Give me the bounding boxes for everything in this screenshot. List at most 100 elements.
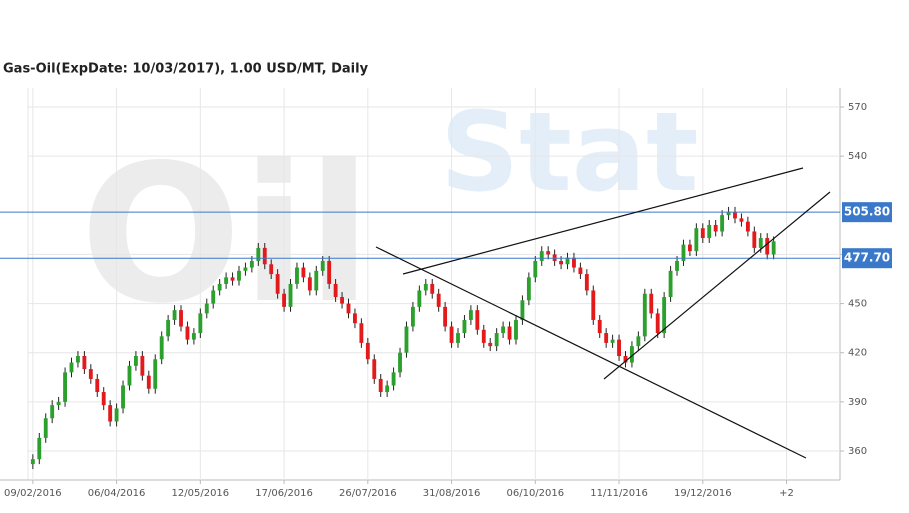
x-tick-label: 09/02/2016 xyxy=(4,488,62,499)
y-tick-label: 450 xyxy=(848,299,867,310)
candle-body xyxy=(398,352,402,373)
candle-body xyxy=(76,355,80,363)
candle-body xyxy=(101,392,106,406)
price-label: 505.80 xyxy=(844,205,890,219)
candle-body xyxy=(687,244,692,252)
candle-body xyxy=(655,313,660,334)
y-tick-label: 540 xyxy=(848,151,867,162)
x-tick-label: +2 xyxy=(779,488,794,499)
price-label: 477.70 xyxy=(844,251,890,265)
candle-body xyxy=(82,355,87,370)
candle-body xyxy=(559,260,564,265)
candle-body xyxy=(636,336,641,347)
candle-body xyxy=(649,293,654,314)
candle-body xyxy=(520,300,525,320)
candle-body xyxy=(436,293,441,307)
watermark-text: Stat xyxy=(440,88,699,216)
x-tick-label: 06/04/2016 xyxy=(88,488,146,499)
candle-body xyxy=(108,405,113,422)
candle-body xyxy=(700,228,705,239)
candle-body xyxy=(720,215,725,232)
candle-body xyxy=(713,224,718,232)
candle-body xyxy=(668,270,673,298)
candle-body xyxy=(468,310,473,320)
candle-body xyxy=(662,297,667,334)
candle-body xyxy=(533,260,538,278)
candle-body xyxy=(88,369,93,379)
trend-lines xyxy=(375,167,831,459)
watermark: Oil Stat xyxy=(80,88,699,345)
candle-body xyxy=(378,378,383,393)
candle-body xyxy=(739,218,744,222)
candle-body xyxy=(340,297,344,304)
candle-body xyxy=(623,355,628,363)
candle-body xyxy=(63,372,67,402)
candle-body xyxy=(224,277,229,284)
candle-body xyxy=(301,267,306,278)
candle-body xyxy=(230,277,235,281)
candle-body xyxy=(610,339,615,343)
candle-body xyxy=(494,333,499,347)
x-tick-label: 31/08/2016 xyxy=(423,488,481,499)
candle-body xyxy=(269,264,274,275)
candle-body xyxy=(353,313,357,324)
y-tick-label: 420 xyxy=(848,348,867,359)
candle-body xyxy=(204,303,209,314)
trend-line xyxy=(402,167,804,275)
candle-body xyxy=(217,283,222,291)
candle-body xyxy=(617,339,621,356)
candle-body xyxy=(185,326,190,340)
candle-body xyxy=(591,290,596,320)
candle-body xyxy=(262,247,267,265)
candle-body xyxy=(127,365,132,386)
candle-body xyxy=(37,437,42,460)
candle-body xyxy=(307,277,312,291)
candle-body xyxy=(410,306,415,327)
candle-body xyxy=(166,319,171,337)
watermark-text: Oil xyxy=(80,124,372,345)
candle-body xyxy=(275,274,280,294)
candle-body xyxy=(449,326,454,343)
candle-body xyxy=(320,260,325,271)
candle-body xyxy=(140,355,145,376)
candle-body xyxy=(69,362,74,373)
candle-body xyxy=(179,310,183,327)
candle-body xyxy=(237,270,241,281)
candle-body xyxy=(133,355,138,366)
candle-body xyxy=(121,385,125,409)
candle-body xyxy=(391,372,396,386)
candle-body xyxy=(359,323,364,343)
candle-body xyxy=(501,326,506,334)
candle-body xyxy=(481,329,486,343)
candle-body xyxy=(758,238,763,248)
candle-body xyxy=(604,333,609,343)
y-tick-label: 360 xyxy=(848,446,867,457)
candle-body xyxy=(153,359,158,389)
candle-body xyxy=(443,306,448,327)
candle-body xyxy=(198,313,203,334)
candle-body xyxy=(333,283,338,298)
candle-body xyxy=(243,267,248,271)
trend-line xyxy=(603,191,831,380)
candle-body xyxy=(50,405,55,419)
candle-body xyxy=(526,277,531,301)
x-tick-label: 26/07/2016 xyxy=(339,488,397,499)
candle-body xyxy=(456,333,460,343)
candle-body xyxy=(539,251,544,261)
candle-body xyxy=(114,408,119,422)
x-tick-label: 11/11/2016 xyxy=(590,488,648,499)
candle-body xyxy=(282,293,287,307)
candle-body xyxy=(288,283,293,307)
candle-body xyxy=(95,378,100,393)
y-tick-label: 570 xyxy=(848,102,867,113)
candle-body xyxy=(346,303,351,314)
candle-body xyxy=(765,238,770,255)
candle-body xyxy=(327,260,332,284)
candle-body xyxy=(771,241,776,255)
candle-body xyxy=(488,342,493,347)
candle-body xyxy=(43,418,48,438)
candle-body xyxy=(159,336,164,360)
candle-body xyxy=(462,319,467,334)
candle-body xyxy=(314,270,319,291)
